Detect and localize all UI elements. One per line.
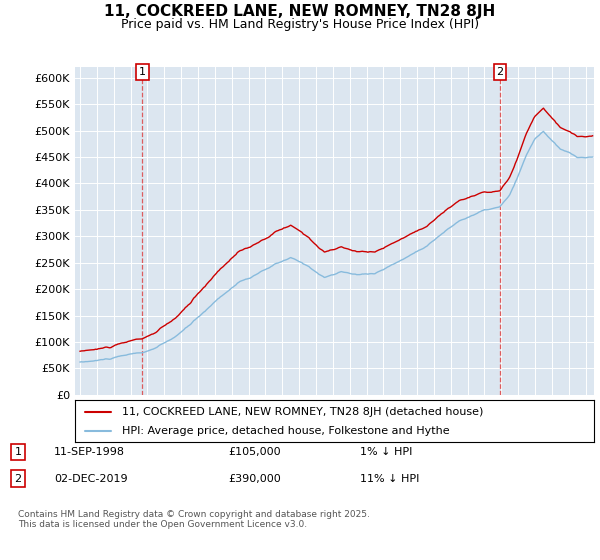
Text: £390,000: £390,000: [228, 474, 281, 484]
Text: 11, COCKREED LANE, NEW ROMNEY, TN28 8JH (detached house): 11, COCKREED LANE, NEW ROMNEY, TN28 8JH …: [122, 407, 483, 417]
Text: 11-SEP-1998: 11-SEP-1998: [54, 447, 125, 457]
Text: 2: 2: [14, 474, 22, 484]
Text: 1: 1: [139, 67, 146, 77]
Text: Price paid vs. HM Land Registry's House Price Index (HPI): Price paid vs. HM Land Registry's House …: [121, 18, 479, 31]
Text: 02-DEC-2019: 02-DEC-2019: [54, 474, 128, 484]
Text: 1: 1: [14, 447, 22, 457]
Text: 11% ↓ HPI: 11% ↓ HPI: [360, 474, 419, 484]
Text: HPI: Average price, detached house, Folkestone and Hythe: HPI: Average price, detached house, Folk…: [122, 426, 449, 436]
Text: 1% ↓ HPI: 1% ↓ HPI: [360, 447, 412, 457]
Text: 2: 2: [496, 67, 503, 77]
Text: Contains HM Land Registry data © Crown copyright and database right 2025.
This d: Contains HM Land Registry data © Crown c…: [18, 510, 370, 529]
Text: £105,000: £105,000: [228, 447, 281, 457]
Text: 11, COCKREED LANE, NEW ROMNEY, TN28 8JH: 11, COCKREED LANE, NEW ROMNEY, TN28 8JH: [104, 4, 496, 20]
